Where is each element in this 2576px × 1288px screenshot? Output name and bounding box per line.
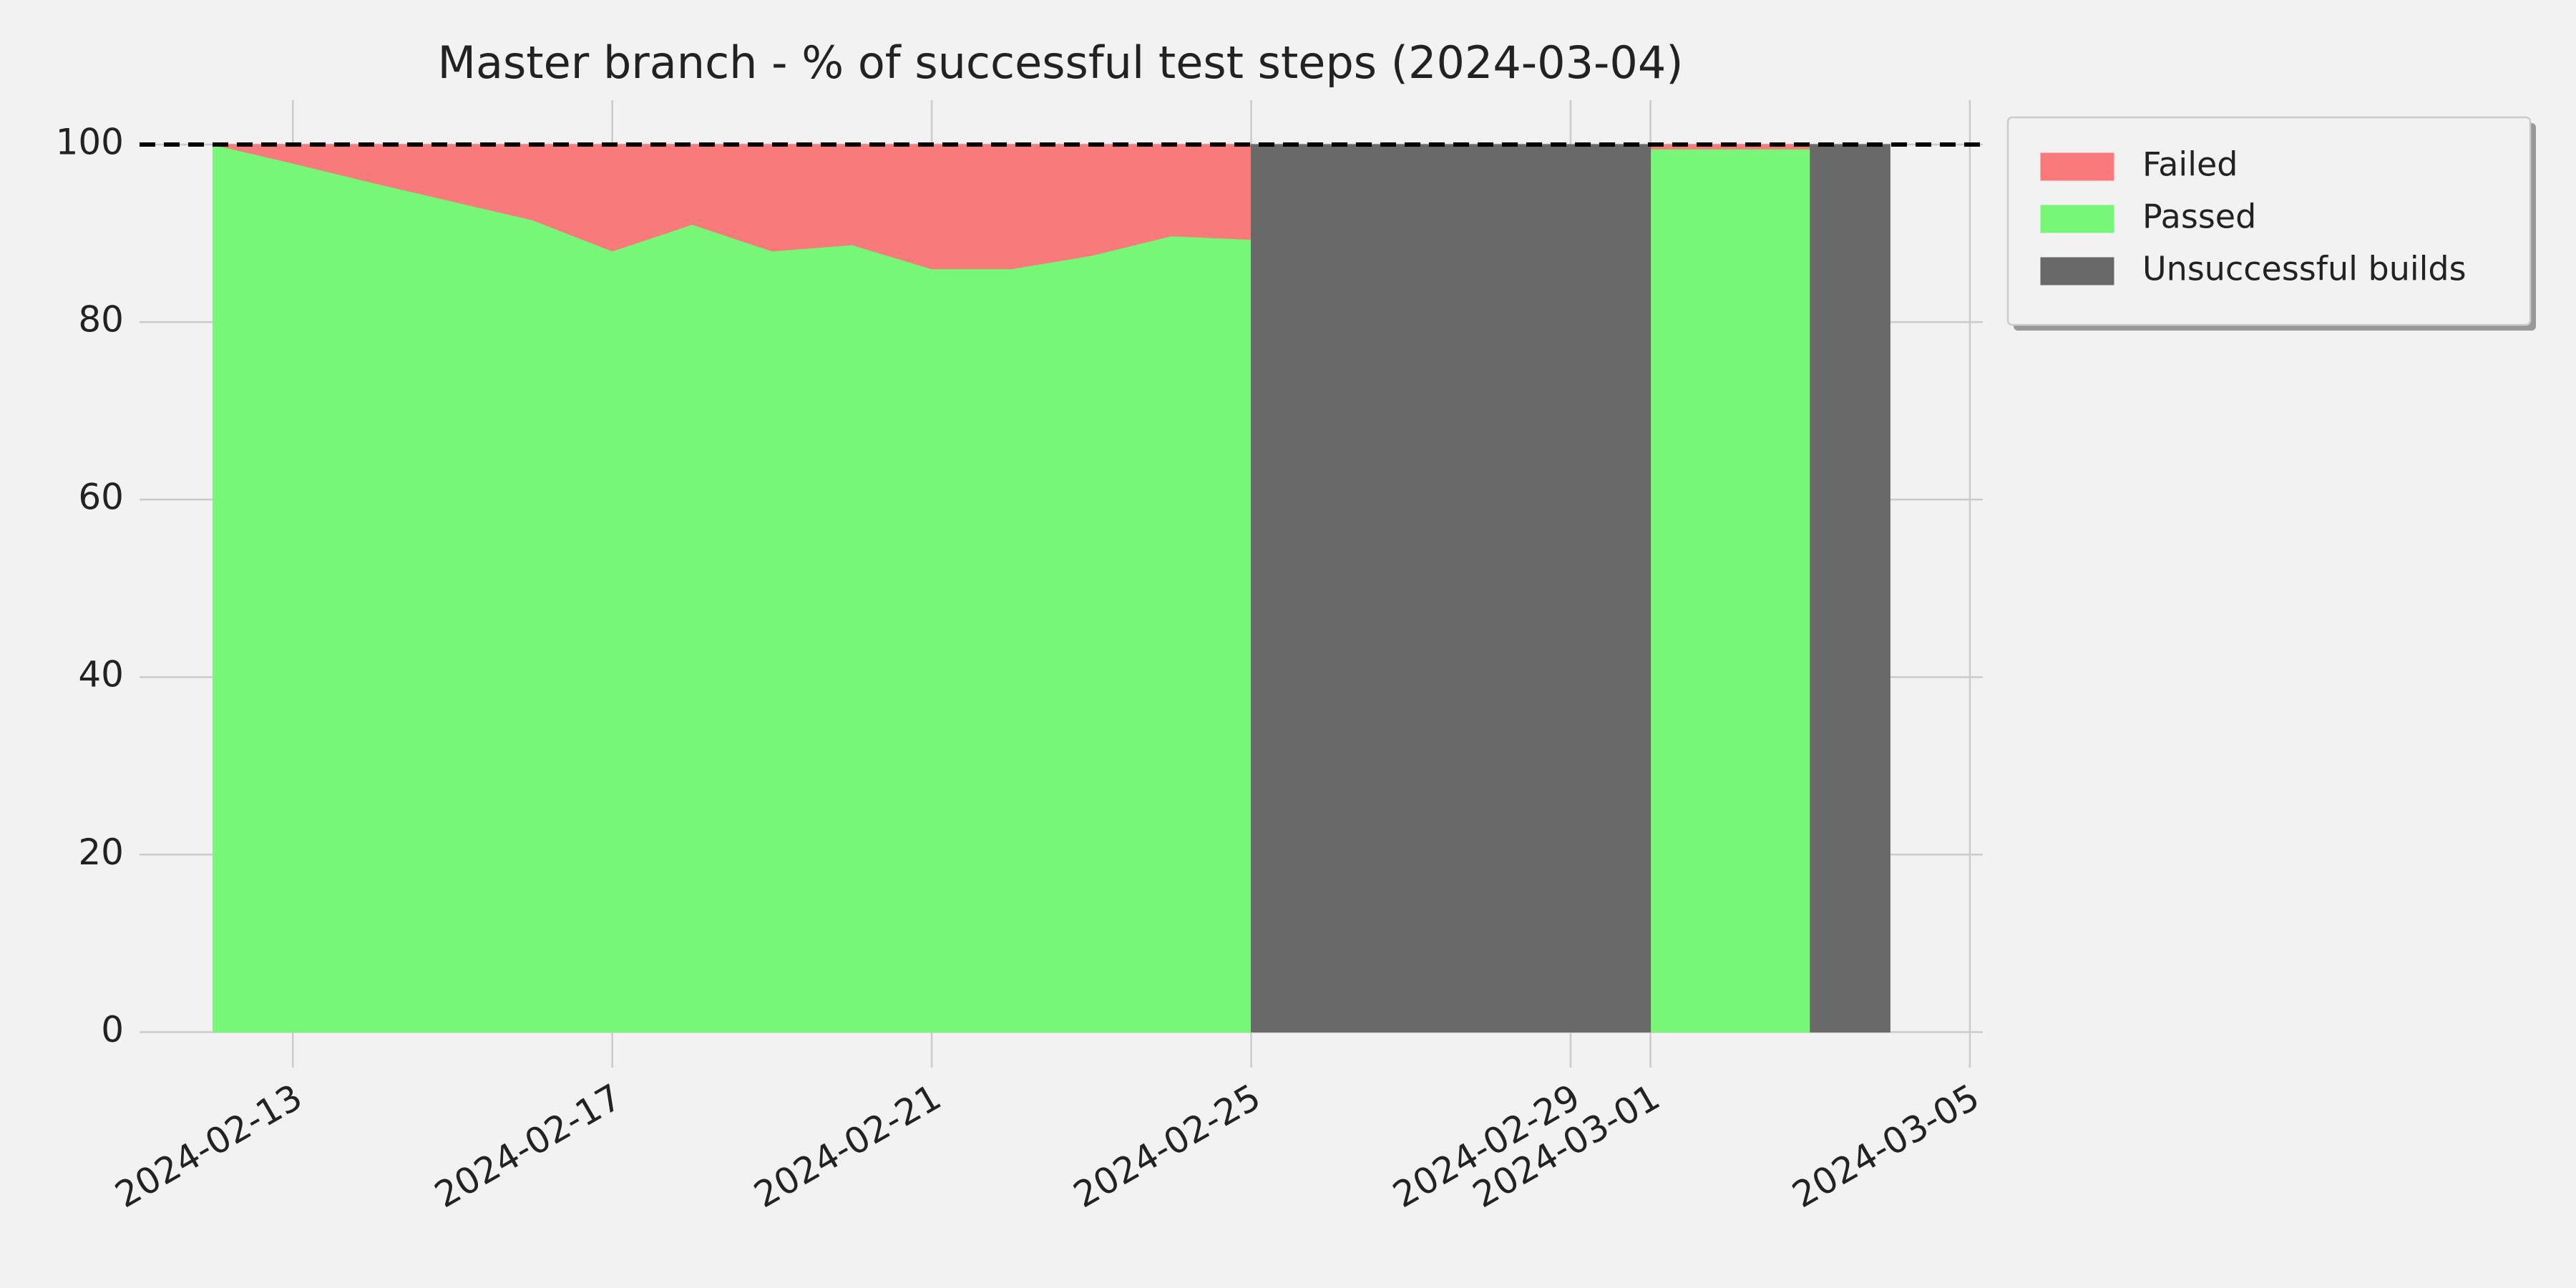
y-tick-label: 100	[56, 122, 124, 163]
legend-label: Unsuccessful builds	[2142, 250, 2467, 288]
chart-title: Master branch - % of successful test ste…	[438, 36, 1684, 89]
legend-swatch	[2040, 152, 2114, 181]
legend-swatch	[2040, 257, 2114, 286]
y-tick-label: 80	[78, 299, 124, 341]
areas	[213, 144, 1890, 1033]
legend-box	[2006, 116, 2532, 326]
y-tick-label: 40	[78, 654, 124, 696]
legend: Failed Passed Unsuccessful builds	[2006, 116, 2536, 331]
area-1	[213, 144, 1252, 1033]
area-2	[1251, 144, 1652, 1033]
y-tick-label: 60	[78, 477, 124, 518]
y-tick-label: 20	[78, 831, 124, 873]
area-1	[1650, 148, 1811, 1033]
legend-label: Failed	[2142, 145, 2238, 184]
legend-label: Passed	[2142, 197, 2256, 236]
legend-swatch	[2040, 205, 2114, 233]
area-2	[1810, 144, 1890, 1033]
y-tick-label: 0	[101, 1009, 124, 1050]
